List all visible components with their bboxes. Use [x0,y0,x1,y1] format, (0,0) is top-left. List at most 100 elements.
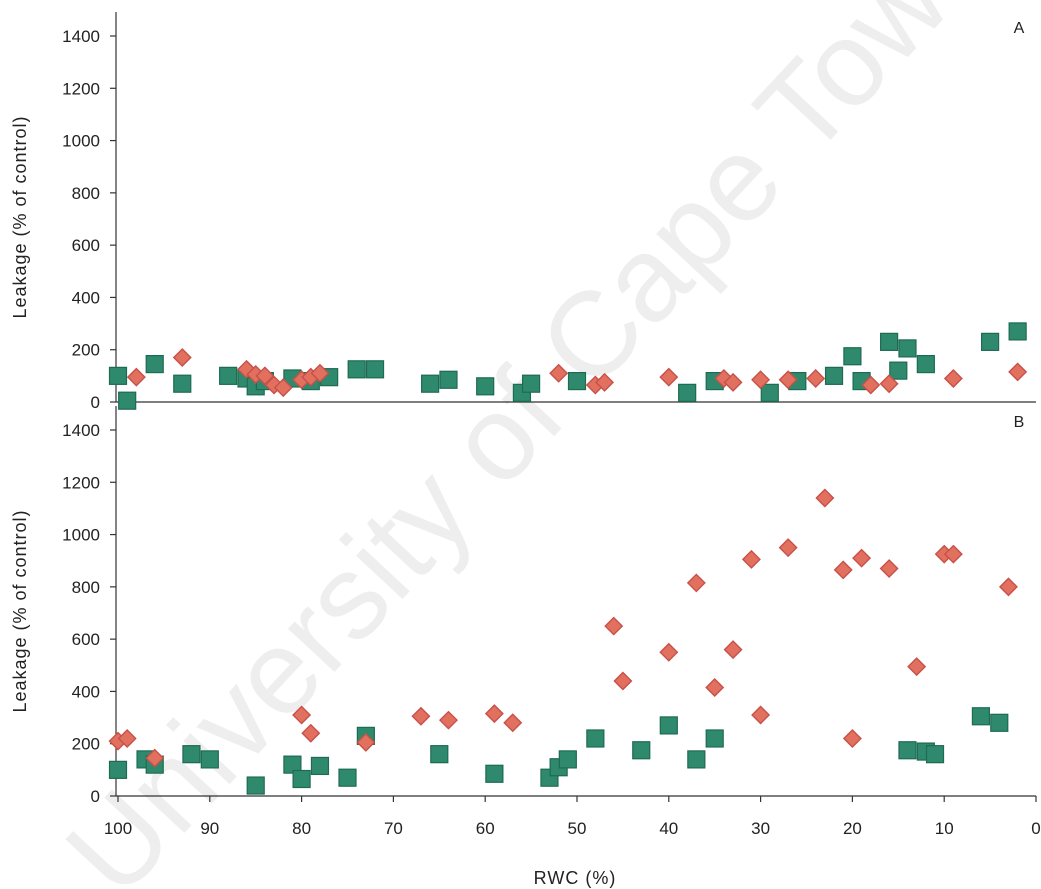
diamond-point [503,713,523,733]
square-point [108,366,128,385]
diamond-point [301,723,321,743]
y-tick-label: 800 [72,578,100,597]
diamond-point [879,559,899,579]
diamond-point [411,706,431,726]
y-tick-label: 200 [72,341,100,360]
square-point [898,339,917,358]
diamond-point [833,560,853,580]
y-tick-label: 600 [72,236,100,255]
square-point [292,769,311,789]
square-point [990,713,1009,732]
y-tick-label: 1400 [62,421,100,440]
square-point [118,391,137,410]
square-point [347,360,366,379]
square-point [925,745,945,764]
square-point [632,741,651,760]
square-point [246,776,265,795]
square-point [145,354,164,374]
square-point [108,760,128,779]
diamond-point [998,577,1018,597]
x-tick-label: 60 [476,819,495,838]
square-point [889,361,908,380]
diamond-point [741,549,761,569]
diamond-point [484,704,504,724]
square-point [971,707,991,726]
panel-a: 0 200 400 600 800 1000 1200 1400 Leakage (% of c… [10,12,1036,412]
square-point [898,741,917,760]
y-tick-label: 1000 [62,526,100,545]
x-tick-label: 10 [935,819,954,838]
square-point [916,354,935,374]
square-series [108,707,1009,795]
diamond-point [723,372,743,392]
diamond-point [126,367,146,387]
square-point [567,371,587,391]
diamond-point [549,363,569,383]
x-axis-title: RWC (%) [534,868,617,888]
square-point [485,764,504,783]
diamond-point [907,657,927,677]
diamond-point [751,370,771,390]
diamond-point [604,616,624,636]
square-point [283,755,302,774]
diamond-point [310,363,330,383]
diamond-point [852,548,872,568]
y-tick-label: 1000 [62,132,100,151]
square-point [439,370,458,389]
square-point [880,332,899,351]
square-point [365,360,385,379]
diamond-point [879,374,899,394]
y-tick-label: 600 [72,630,100,649]
diamond-point [778,370,798,390]
square-point [659,716,678,735]
diamond-point [273,378,293,398]
y-tick-label: 400 [72,682,100,701]
square-point [421,374,440,393]
square-point [338,768,357,787]
x-tick-label: 90 [200,819,219,838]
x-tick-label: 80 [292,819,311,838]
square-point [1008,322,1027,341]
diamond-point [255,366,275,386]
y-axis-title: Leakage (% of control) [10,115,30,318]
y-tick-label: 400 [72,288,100,307]
y-tick-label: 0 [91,393,100,412]
square-point [678,383,697,402]
square-point [219,366,238,385]
square-point [705,729,724,748]
diamond-point [815,488,835,508]
square-point [843,347,862,366]
diamond-point [145,748,165,768]
diamond-point [751,705,771,725]
diamond-point [117,728,137,748]
y-tick-label: 800 [72,184,100,203]
square-point [182,745,201,764]
diamond-series [108,488,1018,768]
diamond-point [659,367,679,387]
x-tick-label: 70 [384,819,403,838]
y-tick-label: 0 [91,787,100,806]
square-point [310,756,330,776]
y-tick-label: 200 [72,735,100,754]
diamond-point [861,375,881,395]
x-tick-label: 20 [843,819,862,838]
x-tick-label: 40 [659,819,678,838]
x-tick-label: 50 [568,819,587,838]
square-point [558,750,577,769]
diamond-point [778,538,798,558]
diamond-point [705,678,725,697]
square-point [980,332,1000,351]
y-tick-label: 1200 [62,79,100,98]
diamond-point [1008,362,1028,382]
x-tick-label: 100 [104,819,132,838]
diamond-point [723,640,743,660]
square-point [824,366,844,385]
square-point [760,383,779,402]
diamond-point [943,368,963,388]
diamond-series [126,348,1028,398]
square-point [200,750,219,769]
